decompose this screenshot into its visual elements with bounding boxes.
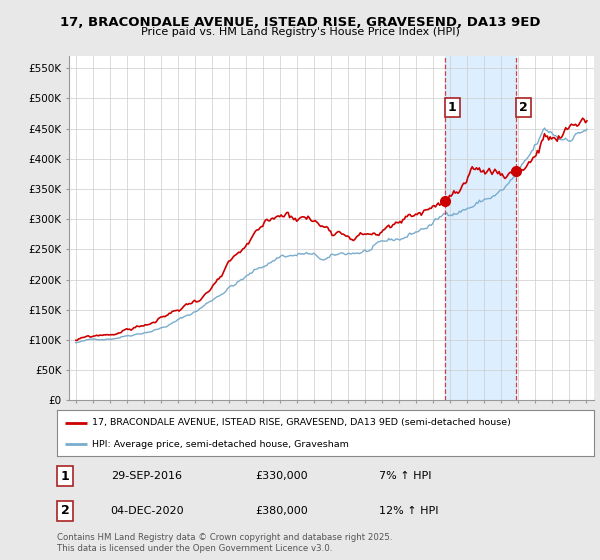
Text: 7% ↑ HPI: 7% ↑ HPI bbox=[379, 472, 432, 482]
Text: 12% ↑ HPI: 12% ↑ HPI bbox=[379, 506, 439, 516]
Text: 1: 1 bbox=[448, 101, 457, 114]
Text: Contains HM Land Registry data © Crown copyright and database right 2025.
This d: Contains HM Land Registry data © Crown c… bbox=[57, 533, 392, 553]
Text: 17, BRACONDALE AVENUE, ISTEAD RISE, GRAVESEND, DA13 9ED: 17, BRACONDALE AVENUE, ISTEAD RISE, GRAV… bbox=[60, 16, 540, 29]
Text: 1: 1 bbox=[61, 470, 70, 483]
Text: 04-DEC-2020: 04-DEC-2020 bbox=[111, 506, 184, 516]
Text: £380,000: £380,000 bbox=[256, 506, 308, 516]
Text: 2: 2 bbox=[61, 504, 70, 517]
Text: HPI: Average price, semi-detached house, Gravesham: HPI: Average price, semi-detached house,… bbox=[92, 440, 349, 449]
Text: 17, BRACONDALE AVENUE, ISTEAD RISE, GRAVESEND, DA13 9ED (semi-detached house): 17, BRACONDALE AVENUE, ISTEAD RISE, GRAV… bbox=[92, 418, 511, 427]
Text: 29-SEP-2016: 29-SEP-2016 bbox=[111, 472, 182, 482]
Text: Price paid vs. HM Land Registry's House Price Index (HPI): Price paid vs. HM Land Registry's House … bbox=[140, 27, 460, 37]
Bar bbox=[445, 56, 516, 400]
Text: 2: 2 bbox=[519, 101, 527, 114]
Text: £330,000: £330,000 bbox=[256, 472, 308, 482]
